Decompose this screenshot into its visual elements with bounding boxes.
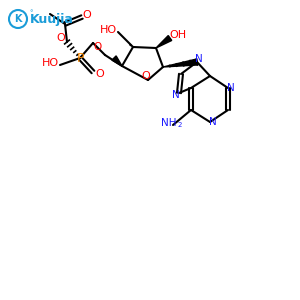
Text: N: N xyxy=(209,117,217,127)
Text: NH: NH xyxy=(161,118,177,128)
Text: O: O xyxy=(93,42,101,52)
Text: O: O xyxy=(57,33,65,43)
Text: O: O xyxy=(96,69,104,79)
Text: Kuujia: Kuujia xyxy=(30,13,74,26)
Polygon shape xyxy=(112,56,122,66)
Text: °: ° xyxy=(29,10,32,16)
Text: 2: 2 xyxy=(178,122,182,128)
Polygon shape xyxy=(156,36,172,48)
Text: P: P xyxy=(76,52,84,64)
Text: N: N xyxy=(227,83,235,93)
Text: HO: HO xyxy=(41,58,58,68)
Text: N: N xyxy=(172,90,180,100)
Text: O: O xyxy=(142,71,150,81)
Text: HO: HO xyxy=(99,25,117,35)
Text: N: N xyxy=(195,54,203,64)
Text: OH: OH xyxy=(169,30,187,40)
Text: O: O xyxy=(82,10,91,20)
Text: K: K xyxy=(14,14,22,24)
Polygon shape xyxy=(163,59,197,67)
